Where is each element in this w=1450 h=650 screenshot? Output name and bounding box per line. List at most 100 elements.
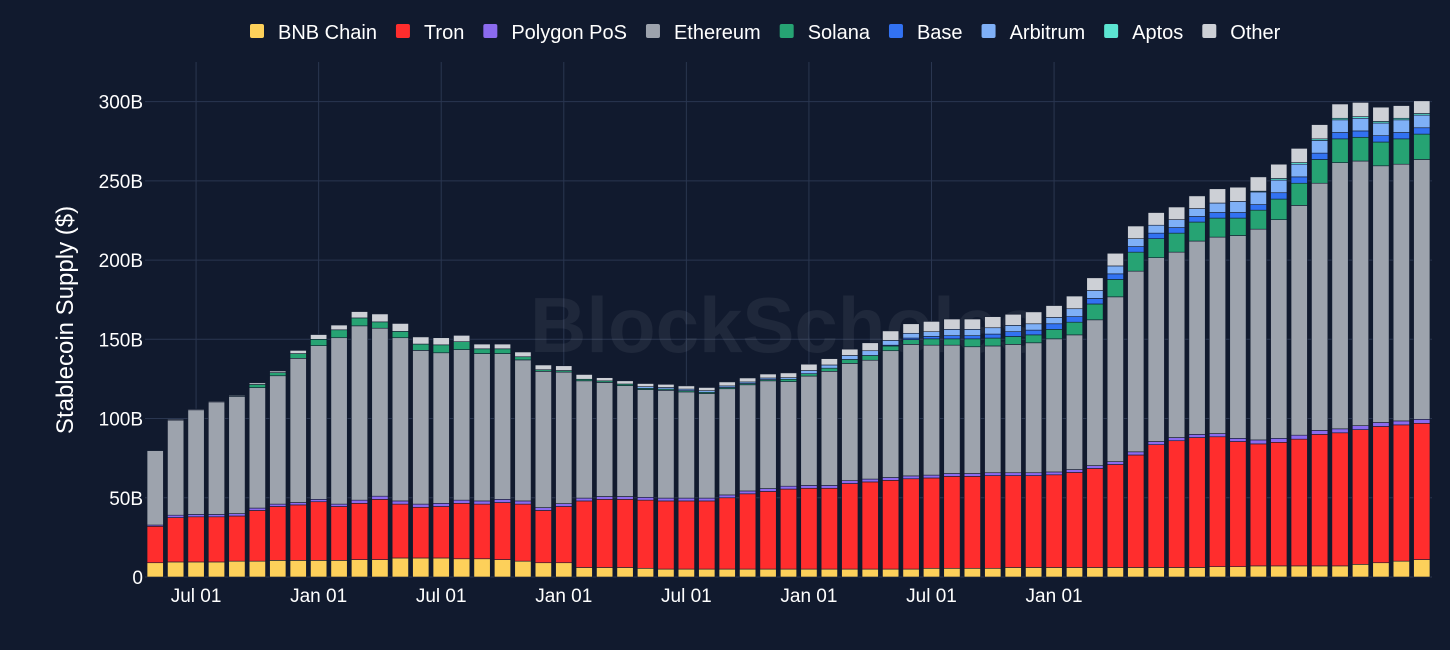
bar-segment-base	[1352, 130, 1369, 138]
bar-segment-ethereum	[820, 371, 838, 486]
bar-segment-other	[269, 370, 287, 373]
bar-segment-bnb-chain	[1372, 562, 1390, 578]
bar-segment-solana	[902, 339, 920, 345]
legend-label: Tron	[424, 22, 464, 44]
y-tick-label: 50B	[109, 489, 143, 510]
bar-segment-tron	[1188, 437, 1206, 568]
bar-segment-arbitrum	[1004, 325, 1022, 333]
bar-segment-other	[963, 318, 981, 330]
bar-segment-polygon-pos	[514, 500, 532, 505]
bar-segment-ethereum	[1413, 159, 1431, 420]
bar-stack	[698, 387, 716, 578]
bar-stack	[1270, 163, 1288, 578]
bar-segment-arbitrum	[943, 329, 961, 336]
bar-segment-solana	[412, 343, 430, 351]
bar-segment-ethereum	[494, 353, 511, 500]
bar-segment-solana	[1352, 136, 1369, 162]
bar-segment-ethereum	[1331, 162, 1349, 430]
bar-segment-tron	[1025, 475, 1043, 568]
bar-segment-tron	[1086, 468, 1104, 568]
bar-segment-solana	[248, 384, 266, 388]
legend-item[interactable]: Base	[888, 22, 963, 44]
legend-item[interactable]: Polygon PoS	[483, 22, 627, 44]
y-axis-title: Stablecoin Supply ($)	[52, 206, 79, 434]
bar-segment-ethereum	[1066, 334, 1083, 470]
bar-segment-tron	[248, 510, 266, 562]
legend-item[interactable]: Aptos	[1104, 22, 1183, 44]
bar-segment-arbitrum	[1147, 224, 1165, 234]
bar-segment-other	[1311, 124, 1329, 140]
bar-segment-polygon-pos	[1209, 433, 1226, 438]
bar-segment-polygon-pos	[248, 507, 266, 511]
bar-segment-tron	[841, 483, 859, 570]
bar-segment-arbitrum	[1249, 191, 1267, 205]
bar-segment-other	[310, 334, 328, 340]
bar-stack	[1086, 277, 1104, 578]
bar-segment-bnb-chain	[923, 567, 940, 578]
bar-segment-solana	[1331, 138, 1349, 163]
legend-item[interactable]: Ethereum	[645, 22, 761, 44]
bar-segment-bnb-chain	[1086, 567, 1104, 578]
y-tick-label: 0	[132, 568, 143, 589]
bar-stack	[718, 381, 736, 578]
bar-segment-polygon-pos	[616, 496, 634, 500]
bar-segment-other	[861, 342, 879, 352]
bar-segment-other	[1413, 100, 1431, 114]
bar-segment-polygon-pos	[984, 472, 1002, 476]
bar-segment-polygon-pos	[902, 475, 920, 480]
bar-segment-tron	[555, 506, 573, 564]
bar-segment-polygon-pos	[289, 502, 307, 506]
bar-segment-solana	[371, 321, 389, 329]
legend-item[interactable]: Other	[1202, 22, 1281, 44]
bar-segment-tron	[494, 502, 511, 560]
bar-segment-other	[1352, 102, 1369, 117]
bar-stack	[1045, 305, 1063, 578]
bar-stack	[963, 318, 981, 578]
legend-label: BNB Chain	[278, 22, 377, 44]
bar-segment-bnb-chain	[432, 557, 450, 578]
bar-segment-base	[1004, 331, 1022, 337]
bar-stack	[677, 385, 695, 578]
bar-segment-solana	[1147, 238, 1165, 259]
bar-segment-other	[698, 387, 716, 391]
bar-segment-ethereum	[1290, 205, 1308, 436]
bar-segment-polygon-pos	[1045, 471, 1063, 476]
legend-item[interactable]: BNB Chain	[250, 22, 377, 44]
bar-segment-bnb-chain	[882, 568, 900, 578]
bar-segment-tron	[984, 475, 1002, 569]
bar-stack	[167, 419, 185, 578]
bar-segment-polygon-pos	[1413, 419, 1431, 424]
y-axis: 0 50B 100B 150B 200B 250B 300B	[99, 93, 143, 589]
bar-segment-tron	[1372, 426, 1390, 564]
bar-stack	[310, 334, 328, 578]
bar-segment-solana	[800, 373, 818, 377]
legend-item[interactable]: Solana	[779, 22, 871, 44]
bar-segment-solana	[841, 359, 859, 364]
bar-segment-solana	[269, 372, 287, 377]
legend-item[interactable]: Tron	[395, 22, 464, 44]
bar-segment-ethereum	[371, 327, 389, 497]
bar-segment-tron	[800, 487, 818, 570]
bar-segment-tron	[412, 506, 430, 559]
bar-segment-ethereum	[453, 349, 471, 501]
bar-segment-ethereum	[841, 363, 859, 481]
bar-segment-ethereum	[248, 387, 266, 509]
bar-segment-base	[963, 335, 981, 340]
x-tick-label: Jan 01	[290, 586, 347, 607]
legend-item[interactable]: Arbitrum	[981, 22, 1086, 44]
legend-label: Other	[1230, 22, 1280, 44]
bar-segment-ethereum	[1004, 344, 1022, 474]
bar-segment-base	[1045, 323, 1063, 330]
bar-segment-bnb-chain	[1270, 565, 1288, 578]
bar-stack	[1331, 103, 1349, 578]
bar-segment-bnb-chain	[596, 567, 614, 578]
bar-stack	[820, 358, 838, 578]
bar-segment-ethereum	[902, 344, 920, 477]
bar-segment-other	[534, 364, 552, 371]
bar-segment-other	[820, 358, 838, 366]
bar-segment-ethereum	[1209, 236, 1226, 434]
bar-segment-bnb-chain	[1188, 567, 1206, 578]
bar-segment-polygon-pos	[1331, 428, 1349, 434]
